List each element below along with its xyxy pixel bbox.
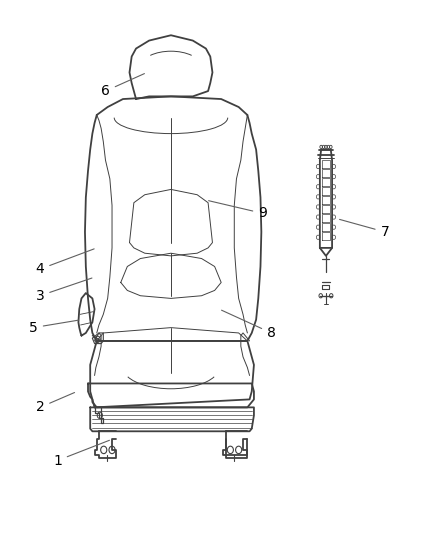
Text: 8: 8 — [222, 310, 276, 340]
Text: 5: 5 — [29, 320, 79, 335]
Text: 3: 3 — [35, 278, 92, 303]
Text: 7: 7 — [339, 220, 389, 239]
Text: 1: 1 — [53, 440, 110, 467]
Text: 4: 4 — [35, 249, 94, 276]
Text: 6: 6 — [101, 74, 145, 98]
Text: 2: 2 — [35, 392, 74, 414]
Text: 9: 9 — [208, 201, 267, 220]
